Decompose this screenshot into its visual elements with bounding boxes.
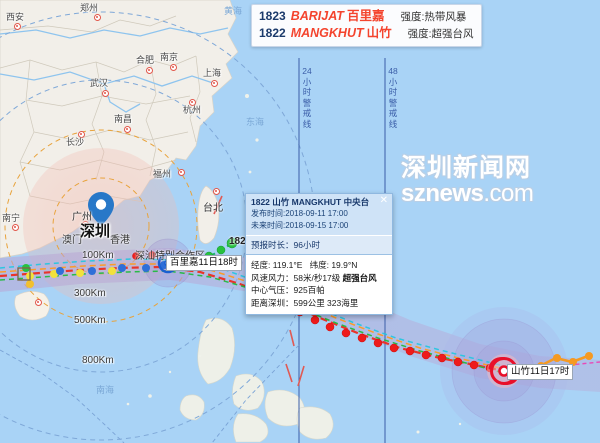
storm-marker-1823: 1823 [229, 236, 252, 247]
ring-label-100km: 100Km [82, 250, 114, 261]
taiwan-island [197, 185, 220, 244]
city-label-changsha: 长沙 [66, 137, 85, 147]
track-model-cyan [0, 258, 505, 367]
legend-name-barijat: BARIJAT [290, 9, 344, 23]
city-dot-nanning [12, 224, 19, 231]
close-icon[interactable]: ✕ [379, 195, 388, 206]
popup-issue-time: 发布时间:2018-09-11 17:00 [251, 209, 348, 218]
legend-cnname-barijat: 百里嘉 [346, 9, 385, 23]
legend-cnname-mangkhut: 山竹 [366, 26, 392, 40]
pressure-value: 925百帕 [293, 285, 325, 295]
popup-forecast-duration: 预报时长：96小时 [246, 235, 392, 255]
legend-row-1822[interactable]: 1822 MANGKHUT 山竹 强度:超强台风 [259, 25, 474, 42]
ring-label-300km: 300Km [74, 288, 106, 299]
storm-info-popup[interactable]: ✕ 1822 山竹 MANGKHUT 中央台 发布时间:2018-09-11 1… [245, 193, 393, 315]
legend-row-1823[interactable]: 1823 BARIJAT 百里嘉 强度:热带风暴 [259, 8, 474, 25]
maritime-boundary [0, 344, 300, 443]
popup-pressure-row: 中心气压：925百帕 [251, 284, 387, 297]
popup-coordinates-row: 经度: 119.1°E 纬度: 19.9°N [251, 259, 387, 272]
distance-value: 599公里 323海里 [293, 297, 359, 308]
ring-label-800km: 800Km [82, 355, 114, 366]
popup-wind-row: 风速风力：58米/秒17级 超强台风 [251, 272, 387, 285]
warning-line-24h-label: 24小时警戒线 [302, 66, 312, 129]
hainan-island [14, 291, 50, 321]
city-label-xian: 西安 [6, 12, 25, 22]
sea-label-east-sea: 东海 [246, 117, 265, 127]
legend-intensity-1822: 强度:超强台风 [407, 28, 474, 40]
city-dot-fuzhou [178, 169, 185, 176]
city-label-macau: 澳门 [62, 235, 82, 246]
legend-number-1823: 1823 [259, 9, 286, 23]
track-label-barijat[interactable]: 百里嘉11日18时 [166, 255, 242, 271]
city-dot-haikou [35, 299, 42, 306]
warning-line-48h-label: 48小时警戒线 [388, 66, 398, 129]
city-label-nanchang: 南昌 [114, 114, 133, 124]
city-label-wuhan: 武汉 [90, 78, 109, 88]
city-label-nanjing: 南京 [160, 52, 179, 62]
city-dot-zhengzhou [94, 14, 101, 21]
city-dot-xian [14, 23, 21, 30]
city-label-guangzhou: 广州 [72, 212, 92, 223]
sea-label-south-sea: 南海 [96, 385, 115, 395]
city-dot-nanchang [124, 126, 131, 133]
city-label-taibei: 台北 [203, 203, 223, 214]
latitude-value: 19.9°N [331, 260, 358, 270]
sea-label-yellow-sea: 黄海 [224, 6, 243, 16]
city-dot-shanghai [211, 80, 218, 87]
wind-label: 风速风力： [251, 272, 294, 283]
small-islets [126, 94, 462, 434]
city-label-hefei: 合肥 [136, 55, 155, 65]
city-label-nanning: 南宁 [2, 213, 21, 223]
latitude-label: 纬度: [309, 260, 329, 270]
wind-grade: 超强台风 [342, 272, 377, 283]
legend-number-1822: 1822 [259, 26, 286, 40]
city-dot-nanjing [170, 64, 177, 71]
city-label-hangzhou: 杭州 [183, 105, 202, 115]
city-dot-wuhan [102, 90, 109, 97]
legend-name-mangkhut: MANGKHUT [290, 26, 364, 40]
legend-intensity-1823: 强度:热带风暴 [400, 11, 467, 23]
wind-value: 58米/秒17级 [293, 272, 341, 283]
popup-header: ✕ 1822 山竹 MANGKHUT 中央台 发布时间:2018-09-11 1… [246, 194, 392, 235]
city-dot-hefei [146, 67, 153, 74]
ring-300km [4, 129, 198, 323]
ring-label-500km: 500Km [74, 315, 106, 326]
city-dot-guangzhou [82, 221, 89, 228]
pressure-label: 中心气压： [251, 285, 294, 295]
page-title-shenzhen: 深圳 [80, 223, 111, 240]
distance-label: 距离深圳： [251, 297, 294, 308]
city-label-hongkong: 香港 [110, 235, 130, 246]
city-label-fuzhou: 福州 [153, 169, 172, 179]
city-label-shanghai: 上海 [203, 68, 222, 78]
philippines-islands [179, 317, 334, 443]
city-dot-taibei [213, 188, 220, 195]
city-dot-changsha [78, 131, 85, 138]
city-label-zhengzhou: 郑州 [80, 3, 99, 13]
longitude-label: 经度: [251, 260, 271, 270]
longitude-value: 119.1°E [272, 260, 303, 270]
track-label-mangkhut[interactable]: 山竹11日17时 [507, 364, 574, 380]
shenzhen-location-pin[interactable] [88, 192, 114, 226]
city-dot-hangzhou [189, 99, 196, 106]
popup-body: 经度: 119.1°E 纬度: 19.9°N 风速风力：58米/秒17级 超强台… [246, 255, 392, 314]
popup-distance-row: 距离深圳：599公里 323海里 [251, 297, 387, 310]
storm-legend-panel[interactable]: 1823 BARIJAT 百里嘉 强度:热带风暴 1822 MANGKHUT 山… [251, 4, 482, 47]
boundary-ticks [213, 195, 305, 387]
ensemble-points [17, 261, 182, 288]
popup-future-time: 未来时间:2018-09-15 17:00 [251, 220, 349, 230]
popup-title: 1822 山竹 MANGKHUT 中央台 [251, 197, 370, 207]
